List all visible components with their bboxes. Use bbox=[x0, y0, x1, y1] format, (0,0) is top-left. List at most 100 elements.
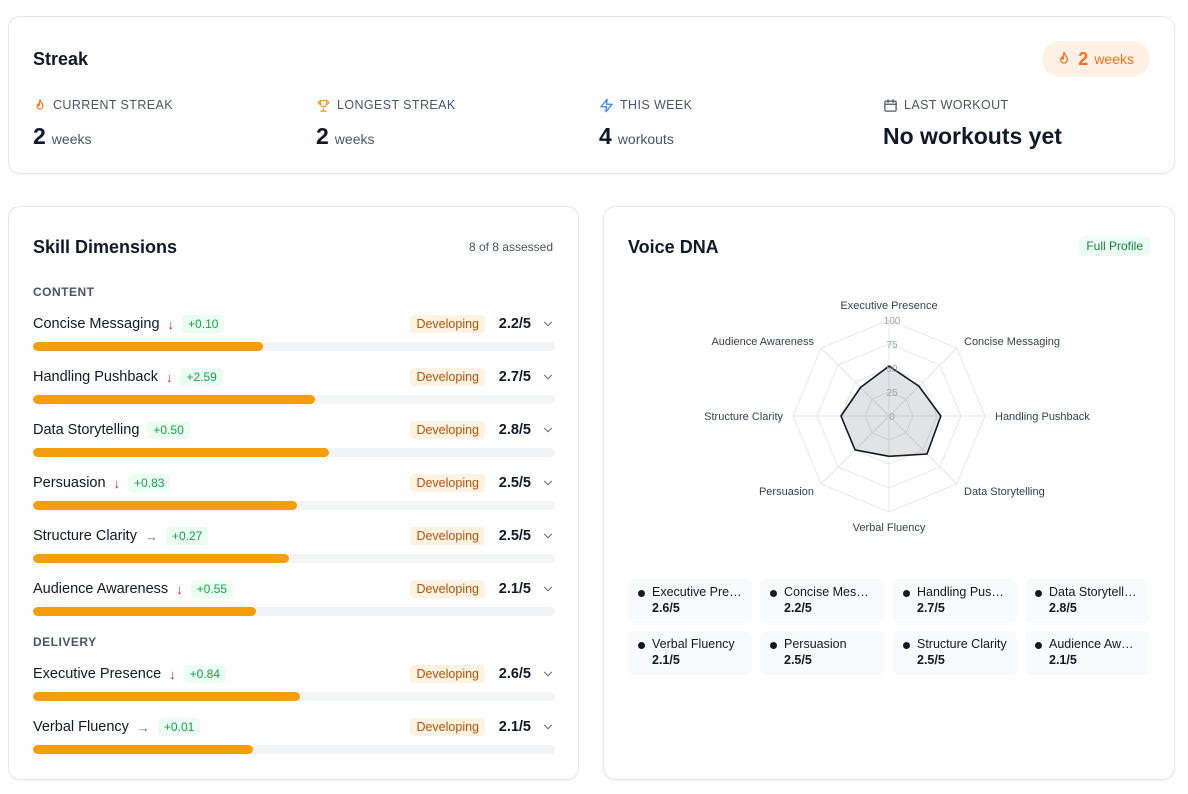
stat-longest-streak: LONGEST STREAK 2 weeks bbox=[316, 97, 456, 150]
dimension-name: Verbal Fluency bbox=[652, 637, 735, 651]
skill-delta: +0.83 bbox=[128, 474, 171, 492]
skill-score: 2.1/5 bbox=[498, 719, 531, 735]
voice-dimension-item: Verbal Fluency 2.1/5 bbox=[628, 631, 752, 675]
flame-icon bbox=[36, 98, 44, 110]
voice-title: Voice DNA bbox=[628, 237, 719, 257]
voice-dimension-item: Persuasion 2.5/5 bbox=[760, 631, 884, 675]
stat-unit: workouts bbox=[617, 131, 674, 147]
voice-dimension-item: Handling Pushb... 2.7/5 bbox=[893, 579, 1017, 623]
dimension-name: Persuasion bbox=[784, 637, 847, 651]
streak-badge: 2 weeks bbox=[1042, 41, 1150, 77]
skill-bar-track bbox=[33, 692, 555, 701]
radar-axis-label: Handling Pushback bbox=[995, 411, 1090, 423]
skill-delta: +0.84 bbox=[183, 665, 227, 683]
stat-value: 4 bbox=[599, 123, 612, 149]
dimension-score: 2.1/5 bbox=[652, 653, 680, 667]
stat-unit: weeks bbox=[334, 131, 375, 147]
skill-name: Structure Clarity bbox=[33, 528, 137, 544]
skill-delta: +0.10 bbox=[182, 315, 225, 333]
skill-bar-fill bbox=[33, 607, 257, 616]
voice-dimension-item: Data Storytelling 2.8/5 bbox=[1025, 579, 1149, 623]
radar-spoke bbox=[820, 347, 890, 417]
skill-title: Skill Dimensions bbox=[33, 237, 178, 257]
skill-score: 2.7/5 bbox=[498, 369, 531, 385]
skill-row[interactable]: Audience Awareness ↓ +0.55 Developing 2.… bbox=[33, 578, 555, 618]
dimension-name: Handling Pushb... bbox=[917, 585, 1007, 599]
dimension-score: 2.6/5 bbox=[652, 601, 680, 615]
radar-axis-label: Verbal Fluency bbox=[853, 522, 926, 534]
chevron-down-icon[interactable] bbox=[541, 370, 555, 384]
dimension-score: 2.2/5 bbox=[784, 601, 812, 615]
skill-score: 2.8/5 bbox=[498, 422, 531, 438]
chevron-down-icon[interactable] bbox=[541, 667, 555, 681]
streak-title: Streak bbox=[33, 49, 89, 69]
chevron-down-icon[interactable] bbox=[541, 317, 555, 331]
skill-row[interactable]: Structure Clarity → +0.27 Developing 2.5… bbox=[33, 525, 555, 565]
skill-row[interactable]: Concise Messaging ↓ +0.10 Developing 2.2… bbox=[33, 313, 555, 353]
dot-icon bbox=[1035, 590, 1042, 597]
skill-row[interactable]: Verbal Fluency → +0.01 Developing 2.1/5 bbox=[33, 716, 555, 756]
lightning-icon bbox=[600, 98, 613, 112]
dimension-score: 2.7/5 bbox=[917, 601, 945, 615]
chevron-down-icon[interactable] bbox=[541, 720, 555, 734]
skill-bar-track bbox=[33, 395, 555, 404]
stat-current-streak: CURRENT STREAK 2 weeks bbox=[33, 97, 173, 150]
skill-delta: +0.55 bbox=[190, 580, 234, 598]
radar-chart: 0 25 50 75 100 Executive Presence Concise Mess… bbox=[704, 300, 1090, 534]
skill-name: Audience Awareness bbox=[33, 581, 169, 597]
full-profile-badge[interactable]: Full Profile bbox=[1079, 236, 1150, 256]
radar-tick-label: 50 bbox=[886, 364, 898, 375]
radar-spoke bbox=[888, 347, 958, 417]
trend-icon: ↓ bbox=[113, 475, 121, 491]
trend-icon: → bbox=[144, 528, 158, 544]
radar-spoke bbox=[888, 415, 958, 485]
skill-delta: +0.50 bbox=[147, 421, 190, 439]
chevron-down-icon[interactable] bbox=[541, 582, 555, 596]
dimension-score: 2.1/5 bbox=[1049, 653, 1077, 667]
chevron-down-icon[interactable] bbox=[541, 529, 555, 543]
chevron-down-icon[interactable] bbox=[541, 476, 555, 490]
dot-icon bbox=[770, 590, 777, 597]
skill-row[interactable]: Data Storytelling +0.50 Developing 2.8/5 bbox=[33, 419, 555, 459]
skill-score: 2.6/5 bbox=[498, 666, 531, 682]
skill-bar-track bbox=[33, 745, 555, 754]
radar-tick-label: 75 bbox=[886, 340, 898, 351]
skill-bar-fill bbox=[33, 501, 298, 510]
skill-bar-fill bbox=[33, 342, 263, 351]
chevron-down-icon[interactable] bbox=[541, 423, 555, 437]
streak-card: Streak 2 weeks CURRENT STREAK 2 weeks LO… bbox=[8, 16, 1175, 174]
stat-value: 2 bbox=[316, 123, 329, 149]
skill-score: 2.1/5 bbox=[498, 581, 531, 597]
skill-dimensions-card: Skill Dimensions 8 of 8 assessed CONTENT… bbox=[8, 206, 579, 780]
dot-icon bbox=[903, 590, 910, 597]
level-badge: Developing bbox=[410, 665, 485, 683]
skill-row[interactable]: Executive Presence ↓ +0.84 Developing 2.… bbox=[33, 663, 555, 703]
trend-icon: ↓ bbox=[167, 316, 175, 332]
skill-row[interactable]: Handling Pushback ↓ +2.59 Developing 2.7… bbox=[33, 366, 555, 406]
skill-bar-track bbox=[33, 448, 555, 457]
stat-last-workout: LAST WORKOUT No workouts yet bbox=[883, 97, 1062, 150]
radar-tick-label: 25 bbox=[886, 388, 898, 399]
skill-row[interactable]: Persuasion ↓ +0.83 Developing 2.5/5 bbox=[33, 472, 555, 512]
skill-delta: +0.01 bbox=[157, 718, 201, 736]
trend-icon: ↓ bbox=[169, 666, 176, 682]
dimension-score: 2.5/5 bbox=[784, 653, 812, 667]
assessed-count: 8 of 8 assessed bbox=[468, 240, 553, 254]
dimension-name: Structure Clarity bbox=[917, 637, 1007, 651]
stat-unit: weeks bbox=[51, 131, 92, 147]
level-badge: Developing bbox=[410, 580, 485, 598]
voice-dimension-item: Audience Awar... 2.1/5 bbox=[1025, 631, 1149, 675]
skill-delta: +2.59 bbox=[180, 368, 223, 386]
skill-name: Concise Messaging bbox=[33, 316, 160, 332]
stat-value: No workouts yet bbox=[883, 123, 1062, 149]
stat-label: CURRENT STREAK bbox=[53, 98, 173, 112]
skill-score: 2.5/5 bbox=[498, 475, 531, 491]
dot-icon bbox=[903, 642, 910, 649]
skill-bar-track bbox=[33, 342, 555, 351]
skill-bar-fill bbox=[33, 448, 329, 457]
dimension-name: Executive Prese... bbox=[652, 585, 742, 599]
skill-bar-track bbox=[33, 554, 555, 563]
stat-label: THIS WEEK bbox=[620, 98, 693, 112]
stat-label: LONGEST STREAK bbox=[337, 98, 456, 112]
skill-score: 2.5/5 bbox=[498, 528, 531, 544]
